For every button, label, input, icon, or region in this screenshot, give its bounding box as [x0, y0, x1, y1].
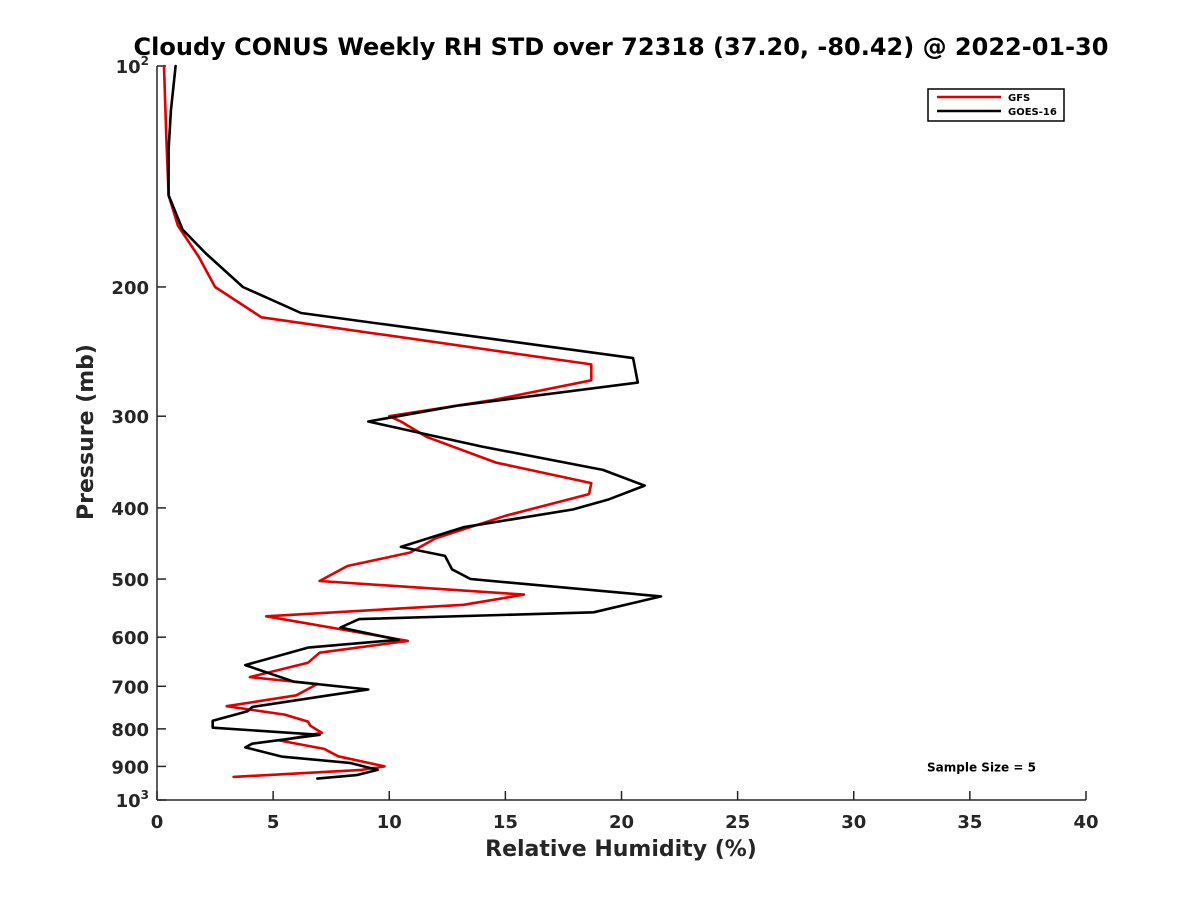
- series-line-goes-16: [167, 64, 663, 780]
- axes: 0 5 10 15 20 25 30 35 40 102 200 300 400 500 600 700 800…: [111, 54, 1098, 833]
- y-tick-label: 103: [116, 788, 149, 812]
- x-tick-label: 5: [267, 812, 280, 833]
- x-tick-label: 0: [151, 812, 164, 833]
- sample-size-annotation: Sample Size = 5: [927, 760, 1036, 774]
- y-tick-label: 400: [111, 499, 149, 520]
- series-lines: [162, 64, 663, 780]
- y-tick-label: 800: [111, 720, 149, 741]
- legend-label: GFS: [1008, 93, 1030, 104]
- y-tick-label: 300: [111, 407, 149, 428]
- x-tick-label: 25: [725, 812, 750, 833]
- x-tick-label: 40: [1073, 812, 1098, 833]
- x-tick-label: 10: [377, 812, 402, 833]
- y-axis-label: Pressure (mb): [74, 344, 99, 520]
- x-tick-label: 35: [957, 812, 982, 833]
- x-tick-label: 20: [609, 812, 634, 833]
- x-axis-label: Relative Humidity (%): [485, 837, 757, 862]
- x-tick-label: 15: [493, 812, 518, 833]
- legend-box: [927, 88, 1065, 122]
- legend-label: GOES-16: [1008, 107, 1057, 118]
- y-tick-label: 900: [111, 757, 149, 778]
- annotations: Sample Size = 5: [927, 760, 1036, 774]
- legend: GFS GOES-16: [927, 88, 1065, 122]
- y-tick-label: 102: [116, 54, 149, 78]
- y-tick-label: 200: [111, 278, 149, 299]
- series-line-gfs: [162, 64, 593, 779]
- x-tick-label: 30: [841, 812, 866, 833]
- y-tick-label: 600: [111, 628, 149, 649]
- chart-title: Cloudy CONUS Weekly RH STD over 72318 (3…: [134, 33, 1109, 61]
- y-tick-label: 500: [111, 570, 149, 591]
- y-tick-label: 700: [111, 677, 149, 698]
